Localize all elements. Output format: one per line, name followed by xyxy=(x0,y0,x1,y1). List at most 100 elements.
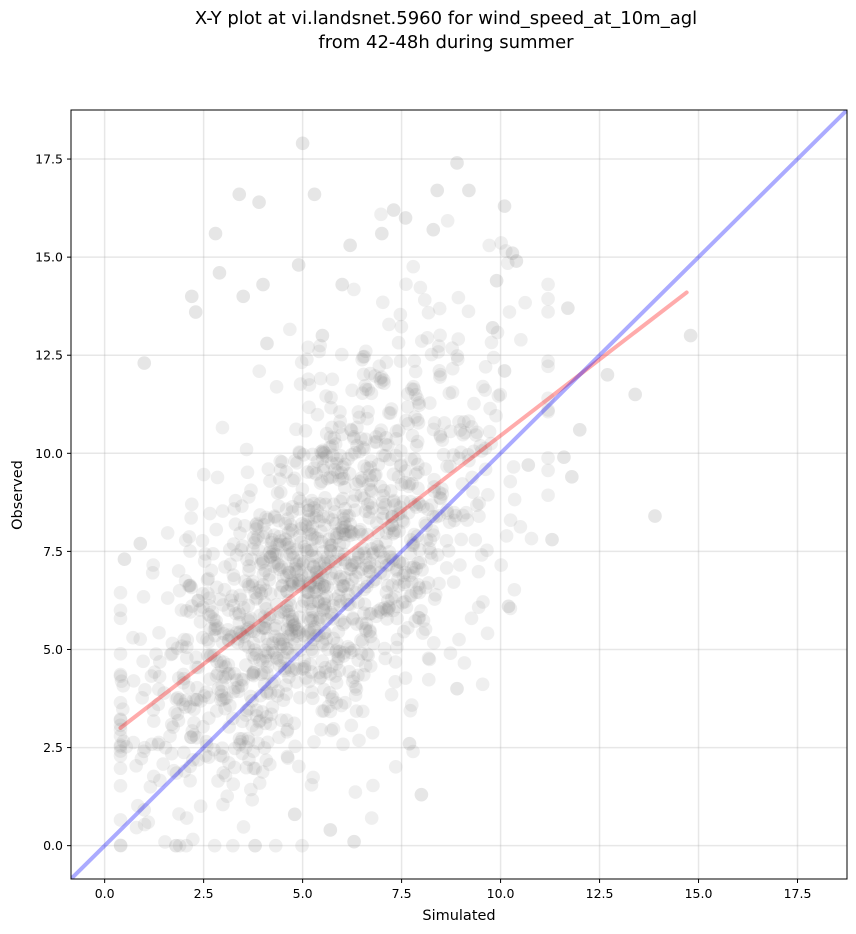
data-point xyxy=(189,730,204,745)
data-point xyxy=(285,505,300,519)
data-point xyxy=(228,606,243,621)
data-point xyxy=(315,446,329,460)
data-point xyxy=(317,625,332,640)
data-point xyxy=(196,600,210,614)
data-point xyxy=(337,515,351,530)
data-point xyxy=(414,787,429,802)
data-point xyxy=(342,562,357,576)
data-point xyxy=(282,670,296,684)
data-point xyxy=(113,713,128,727)
data-point xyxy=(407,497,422,512)
data-point xyxy=(298,630,313,644)
data-point xyxy=(292,579,306,594)
data-point xyxy=(245,792,260,807)
data-point xyxy=(292,759,306,774)
data-point xyxy=(382,601,396,616)
data-point xyxy=(268,547,282,561)
data-point xyxy=(298,423,313,438)
data-point xyxy=(336,535,351,550)
data-point xyxy=(323,440,337,454)
data-point xyxy=(158,835,172,849)
data-point xyxy=(156,757,170,771)
data-point xyxy=(222,720,236,734)
data-point xyxy=(300,352,314,367)
data-point xyxy=(152,655,167,669)
data-point xyxy=(260,735,275,750)
data-point xyxy=(301,513,316,527)
data-point xyxy=(247,651,262,665)
data-point xyxy=(254,552,269,566)
data-point xyxy=(249,517,263,532)
data-point xyxy=(424,498,439,512)
data-point xyxy=(241,731,255,746)
data-point xyxy=(146,703,161,717)
data-point xyxy=(369,467,383,482)
data-point xyxy=(521,458,536,472)
data-point xyxy=(332,572,347,587)
data-point xyxy=(307,461,321,476)
data-point xyxy=(466,444,481,459)
data-point xyxy=(211,621,225,635)
data-point xyxy=(216,598,230,612)
data-point xyxy=(304,543,319,558)
data-point xyxy=(334,347,349,362)
data-point xyxy=(330,527,344,541)
data-point xyxy=(332,526,347,540)
data-point xyxy=(145,737,159,752)
data-point xyxy=(246,668,261,683)
data-point xyxy=(328,669,343,683)
data-point xyxy=(305,685,319,699)
data-point xyxy=(232,607,247,622)
data-point xyxy=(239,703,254,718)
data-point xyxy=(409,500,423,514)
data-point xyxy=(113,761,128,776)
data-point xyxy=(421,305,436,320)
data-point xyxy=(457,415,471,429)
data-point xyxy=(300,585,315,600)
data-point xyxy=(289,624,303,638)
data-point xyxy=(325,513,340,527)
data-point xyxy=(333,569,348,584)
data-point xyxy=(509,254,524,268)
data-point xyxy=(327,431,342,445)
data-point xyxy=(359,624,373,638)
data-point xyxy=(565,470,579,484)
data-point xyxy=(315,654,330,668)
data-point xyxy=(315,577,330,592)
data-point xyxy=(283,518,298,532)
data-point xyxy=(473,438,488,453)
data-point xyxy=(386,203,401,217)
data-point xyxy=(416,626,430,640)
data-point xyxy=(215,741,230,756)
y-tick-label: 5.0 xyxy=(43,642,63,657)
data-point xyxy=(478,383,492,397)
x-axis-label: Simulated xyxy=(422,908,495,924)
data-point xyxy=(471,600,486,615)
data-point xyxy=(251,736,265,751)
data-point xyxy=(561,301,575,315)
data-point xyxy=(164,647,178,662)
data-point xyxy=(446,575,461,589)
data-point xyxy=(378,497,393,512)
data-point xyxy=(275,632,290,647)
data-point xyxy=(465,470,479,485)
data-point xyxy=(365,725,380,740)
data-point xyxy=(361,648,376,663)
data-point xyxy=(448,508,463,523)
data-point xyxy=(364,606,378,621)
data-point xyxy=(337,645,351,660)
data-point xyxy=(461,414,476,428)
data-point xyxy=(227,760,242,775)
data-point xyxy=(279,713,294,728)
data-point xyxy=(349,704,364,718)
data-point xyxy=(404,698,419,712)
data-point xyxy=(503,474,518,489)
data-point xyxy=(211,774,225,788)
data-point xyxy=(287,807,302,822)
data-point xyxy=(126,735,141,750)
data-point xyxy=(361,404,375,419)
data-point xyxy=(338,527,353,542)
data-point xyxy=(323,430,338,445)
data-point xyxy=(252,364,267,378)
data-point xyxy=(303,614,318,628)
